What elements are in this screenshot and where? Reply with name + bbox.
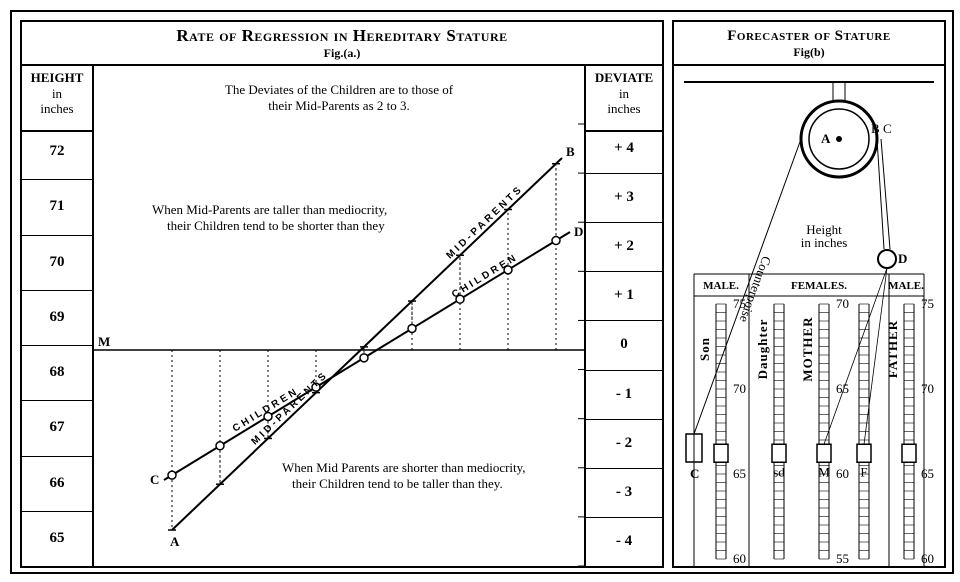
svg-text:C: C xyxy=(690,466,699,481)
panelB-title: Forecaster of Stature Fig(b) xyxy=(674,22,944,66)
svg-text:A: A xyxy=(170,534,180,549)
svg-text:MID-PARENTS: MID-PARENTS xyxy=(445,183,526,261)
svg-text:MALE.: MALE. xyxy=(888,280,924,292)
panelA-title: Rate of Regression in Hereditary Stature… xyxy=(22,22,662,66)
forecaster-svg: ABCCCounterpoiseDHeightin inchesMALE.FEM… xyxy=(674,64,944,566)
panelA-fig: Fig.(a.) xyxy=(22,46,662,61)
right-axis-head: DEVIATE in inches xyxy=(586,64,662,132)
panelB-fig: Fig(b) xyxy=(674,45,944,60)
svg-text:their Mid-Parents as 2 to 3.: their Mid-Parents as 2 to 3. xyxy=(268,98,410,113)
svg-text:MALE.: MALE. xyxy=(703,280,739,292)
svg-text:70: 70 xyxy=(836,296,849,311)
svg-text:sd: sd xyxy=(773,464,785,479)
svg-text:The Deviates of the Children a: The Deviates of the Children are to thos… xyxy=(225,82,454,97)
left-tick-70: 70 xyxy=(22,235,92,291)
svg-text:B: B xyxy=(566,144,575,159)
left-tick-65: 65 xyxy=(22,511,92,567)
svg-text:75: 75 xyxy=(921,296,934,311)
svg-text:70: 70 xyxy=(733,381,746,396)
left-tick-68: 68 xyxy=(22,345,92,401)
left-tick-67: 67 xyxy=(22,400,92,456)
right-axis: DEVIATE in inches + 4+ 3+ 2+ 10- 1- 2- 3… xyxy=(584,64,662,566)
left-tick-71: 71 xyxy=(22,179,92,235)
svg-text:65: 65 xyxy=(921,466,934,481)
svg-text:60: 60 xyxy=(836,466,849,481)
left-tick-66: 66 xyxy=(22,456,92,512)
right-axis-head2: in xyxy=(619,86,629,101)
right-tick: - 4 xyxy=(586,517,662,567)
svg-text:C: C xyxy=(150,472,159,487)
svg-text:FATHER: FATHER xyxy=(885,320,900,378)
left-axis-head1: HEIGHT xyxy=(31,70,84,85)
svg-text:65: 65 xyxy=(836,381,849,396)
svg-text:F: F xyxy=(860,464,867,479)
svg-text:D: D xyxy=(574,224,583,239)
panelB-title-text: Forecaster of Stature xyxy=(674,22,944,45)
svg-text:B: B xyxy=(871,121,880,136)
left-axis-head: HEIGHT in inches xyxy=(22,64,92,132)
svg-text:D: D xyxy=(898,251,907,266)
left-axis: HEIGHT in inches 7271706968676665 xyxy=(22,64,94,566)
panelA-title-text: Rate of Regression in Hereditary Stature xyxy=(22,22,662,46)
right-axis-head3: inches xyxy=(607,101,640,116)
svg-text:FEMALES.: FEMALES. xyxy=(791,280,847,292)
right-tick: - 3 xyxy=(586,468,662,518)
left-axis-head3: inches xyxy=(40,101,73,116)
svg-text:their Children tend to be shor: their Children tend to be shorter than t… xyxy=(167,218,385,233)
svg-text:A: A xyxy=(821,131,831,146)
right-tick: + 1 xyxy=(586,271,662,321)
svg-text:70: 70 xyxy=(921,381,934,396)
right-axis-head1: DEVIATE xyxy=(595,70,653,85)
plot-area: The Deviates of the Children are to thos… xyxy=(92,64,586,566)
plot-svg: The Deviates of the Children are to thos… xyxy=(92,64,586,566)
svg-text:in inches: in inches xyxy=(801,235,848,250)
left-tick-69: 69 xyxy=(22,290,92,346)
svg-text:Daughter: Daughter xyxy=(755,319,770,380)
svg-text:C: C xyxy=(883,121,892,136)
svg-text:65: 65 xyxy=(733,466,746,481)
svg-text:60: 60 xyxy=(921,551,934,566)
right-tick: + 4 xyxy=(586,124,662,174)
svg-text:M: M xyxy=(98,334,110,349)
svg-text:CHILDREN: CHILDREN xyxy=(450,252,520,301)
right-tick: - 2 xyxy=(586,419,662,469)
left-axis-head2: in xyxy=(52,86,62,101)
svg-text:75: 75 xyxy=(733,296,746,311)
svg-text:Son: Son xyxy=(697,337,712,361)
svg-text:60: 60 xyxy=(733,551,746,566)
svg-text:55: 55 xyxy=(836,551,849,566)
svg-text:MOTHER: MOTHER xyxy=(800,316,815,381)
right-tick: + 2 xyxy=(586,222,662,272)
right-tick: + 3 xyxy=(586,173,662,223)
regression-panel: Rate of Regression in Hereditary Stature… xyxy=(20,20,664,568)
right-tick: 0 xyxy=(586,320,662,370)
left-tick-72: 72 xyxy=(22,124,92,180)
right-tick: - 1 xyxy=(586,370,662,420)
svg-text:When Mid-Parents are taller th: When Mid-Parents are taller than mediocr… xyxy=(152,202,387,217)
forecaster-panel: Forecaster of Stature Fig(b) ABCCCounter… xyxy=(672,20,946,568)
svg-text:their Children tend to be tall: their Children tend to be taller than th… xyxy=(292,476,503,491)
svg-text:M: M xyxy=(818,464,830,479)
svg-text:When Mid Parents are shorter t: When Mid Parents are shorter than medioc… xyxy=(282,460,526,475)
